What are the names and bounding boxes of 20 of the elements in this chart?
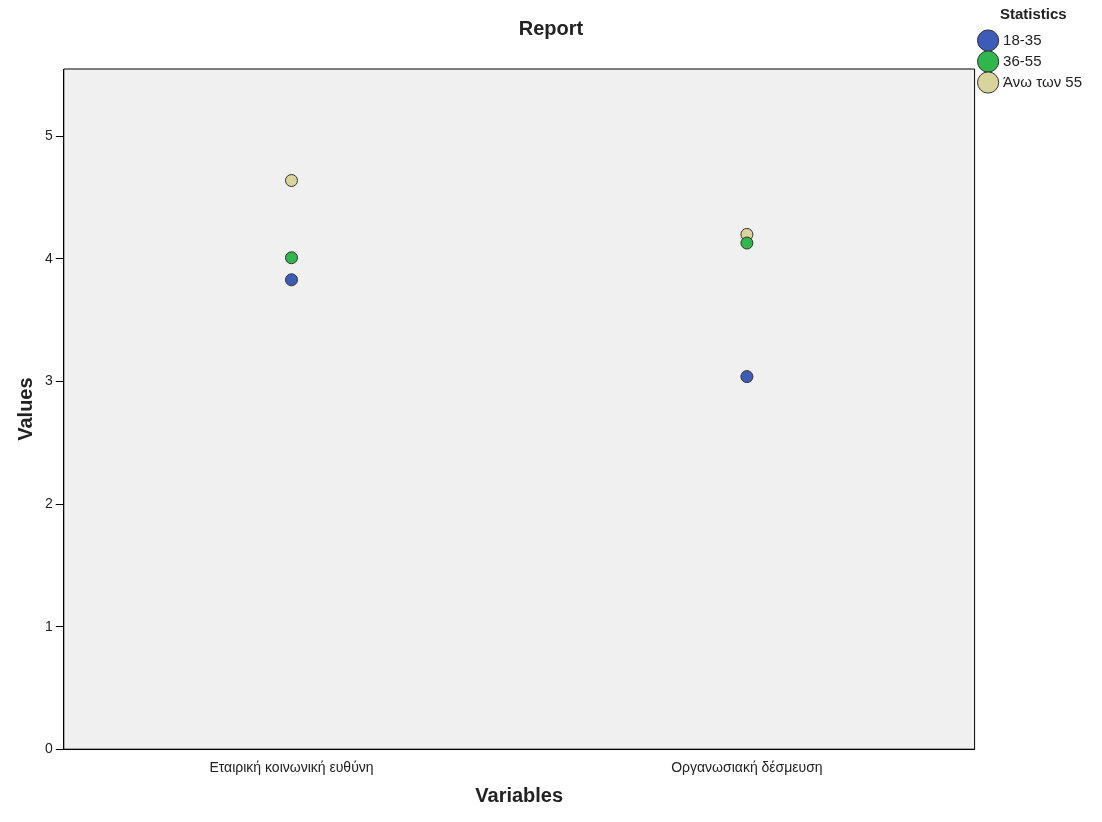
y-tick-label: 4 [44,249,53,266]
y-tick-label: 0 [44,740,53,757]
y-tick-label: 3 [44,372,53,389]
y-tick-label: 5 [44,127,53,144]
chart-title: Report [518,16,584,39]
legend-label: 36-55 [1003,51,1042,69]
x-tick-label: Οργανωσιακή δέσμευση [671,759,823,776]
legend-label: Άνω των 55 [1003,72,1083,90]
y-tick-label: 2 [44,494,53,511]
point [284,174,298,188]
point [284,273,298,287]
x-tick-label: Εταιρική κοινωνική ευθύνη [209,759,374,776]
point [284,251,298,265]
y-axis-title: Values [13,377,36,441]
x-axis-title: Variables [475,783,564,806]
y-tick-label: 1 [44,617,53,634]
point [740,370,754,384]
point [740,236,754,250]
legend-label: 18-35 [1003,30,1042,48]
legend-title: Statistics [999,4,1067,22]
